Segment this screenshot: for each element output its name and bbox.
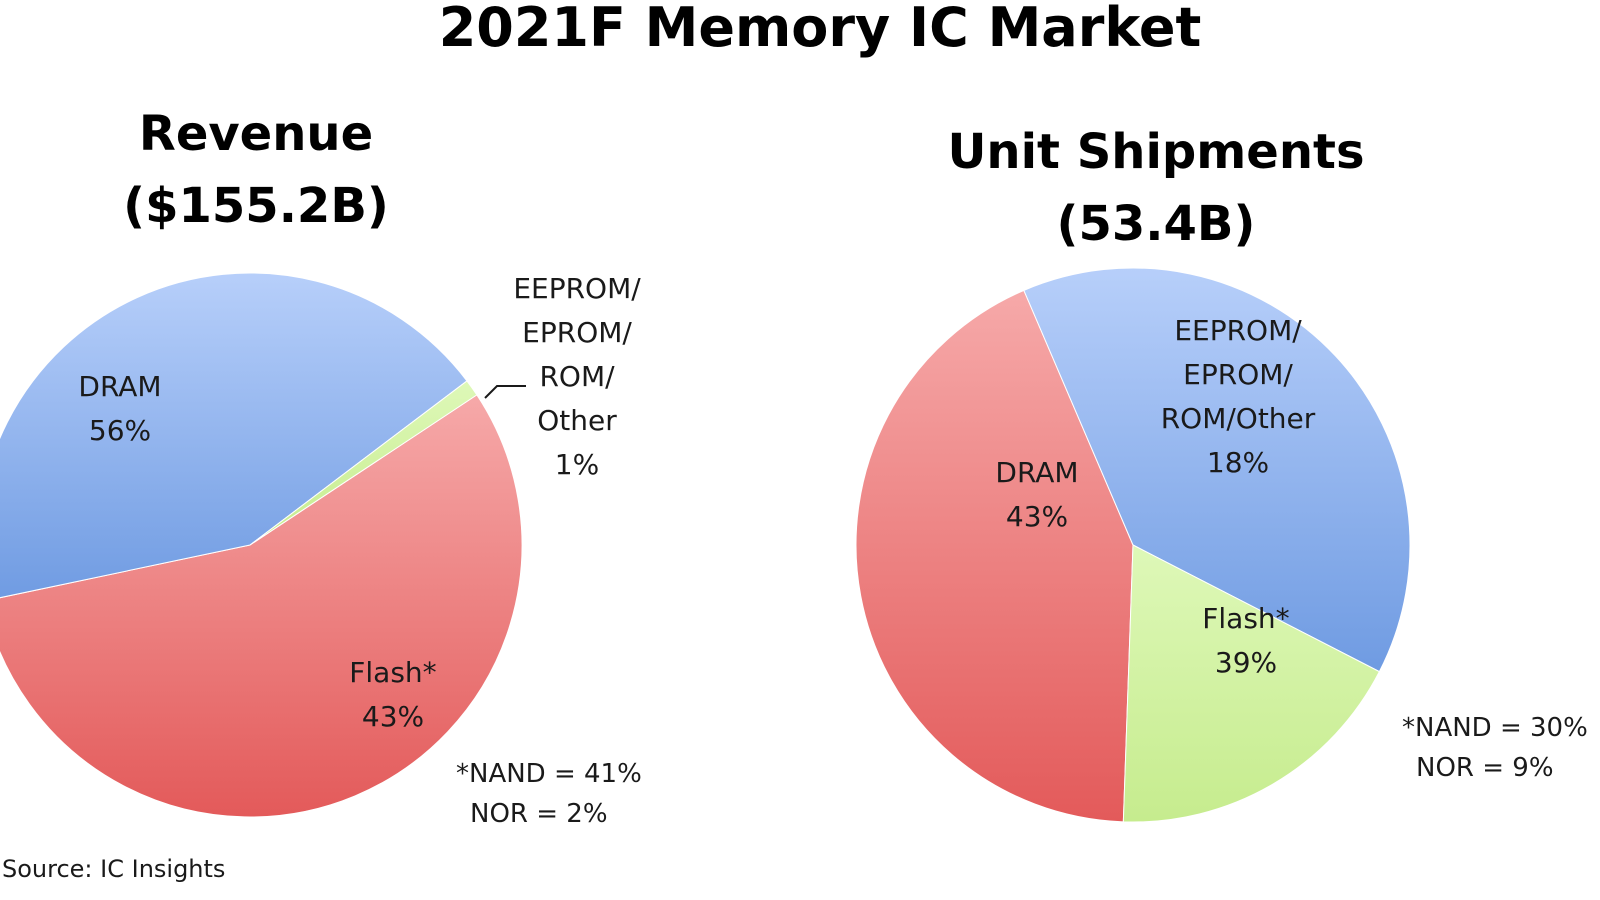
chart-1-label-dram-line-1: DRAM [78, 370, 161, 403]
chart-2: Unit Shipments (53.4B) DRAM 43% Flash* 39% EEP… [855, 124, 1588, 823]
chart-1-label-other-line-5: 1% [555, 448, 599, 481]
chart-2-note-line-1: *NAND = 30% [1402, 713, 1588, 743]
chart-2-note-line-2: NOR = 9% [1416, 753, 1554, 783]
chart-1-label-other-line-3: ROM/ [539, 360, 615, 393]
chart-1-label-other-line-1: EEPROM/ [513, 272, 641, 305]
chart-2-label-other-line-3: ROM/Other [1161, 402, 1316, 435]
chart-2-label-other-line-4: 18% [1207, 446, 1269, 479]
chart-1-slice-flash [0, 272, 468, 599]
chart-2-label-dram-line-2: 43% [1006, 500, 1068, 533]
chart-1-slice-dram [0, 394, 523, 818]
chart-2-label-other-line-1: EEPROM/ [1174, 314, 1302, 347]
chart-2-slice-flash [1023, 267, 1411, 673]
chart-2-slice-other [1122, 544, 1381, 823]
main-title: 2021F Memory IC Market [439, 0, 1202, 59]
chart-2-label-other-line-2: EPROM/ [1183, 358, 1293, 391]
chart-1: Revenue ($155.2B) DRAM 56% Flash* 43% EEPROM/E… [0, 106, 642, 829]
chart-2-label-flash-line-2: 39% [1215, 646, 1277, 679]
chart-1-label-other-line-2: EPROM/ [522, 316, 632, 349]
chart-2-label-dram-line-1: DRAM [995, 456, 1078, 489]
chart-1-note-line-2: NOR = 2% [470, 799, 608, 829]
chart-2-label-flash-line-1: Flash* [1202, 602, 1289, 635]
chart-1-slice-other [249, 380, 478, 546]
chart-1-label-other-line-4: Other [537, 404, 617, 437]
chart-1-label-dram-line-2: 56% [89, 414, 151, 447]
chart-1-label-flash-line-2: 43% [362, 700, 424, 733]
chart-1-title-line-2: ($155.2B) [123, 178, 389, 234]
chart-2-slice-dram [855, 289, 1134, 823]
chart-2-title-line-1: Unit Shipments [947, 124, 1364, 180]
chart-2-title-line-2: (53.4B) [1057, 196, 1256, 252]
chart-1-title-line-1: Revenue [139, 106, 373, 162]
chart-1-note-line-1: *NAND = 41% [456, 759, 642, 789]
chart-1-label-flash-line-1: Flash* [349, 656, 436, 689]
chart-1-leader-line [484, 385, 526, 399]
source-note: Source: IC Insights [2, 855, 225, 883]
